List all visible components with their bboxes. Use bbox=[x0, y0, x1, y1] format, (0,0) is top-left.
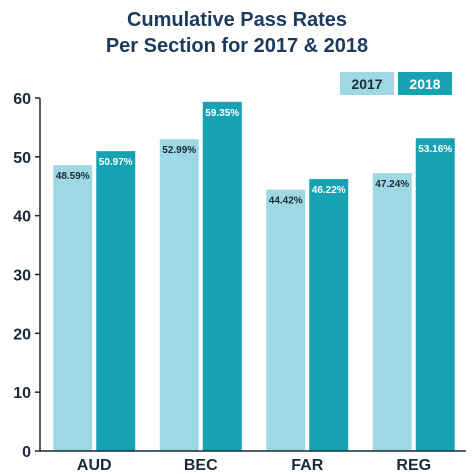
bar-reg-2017 bbox=[372, 173, 412, 451]
data-label-far-2018: 46.22% bbox=[312, 185, 346, 196]
data-label-bec-2017: 52.99% bbox=[162, 145, 196, 156]
data-label-aud-2018: 50.97% bbox=[99, 157, 133, 168]
bar-aud-2018 bbox=[96, 151, 136, 451]
y-tick-label: 30 bbox=[13, 268, 31, 285]
data-label-reg-2018: 53.16% bbox=[418, 144, 452, 155]
y-axis: 0 10 20 30 40 50 60 bbox=[13, 91, 41, 461]
x-tick-label-aud: AUD bbox=[77, 457, 112, 474]
bar-far-2018 bbox=[309, 179, 349, 451]
legend-swatch-2017 bbox=[340, 72, 394, 95]
legend-label-2017: 2017 bbox=[351, 76, 382, 92]
chart-title-line2: Per Section for 2017 & 2018 bbox=[106, 35, 368, 57]
data-label-aud-2017: 48.59% bbox=[56, 171, 90, 182]
x-axis: AUD BEC FAR REG bbox=[40, 450, 466, 474]
legend-label-2018: 2018 bbox=[409, 76, 440, 92]
data-label-bec-2018: 59.35% bbox=[205, 108, 239, 119]
x-tick-label-bec: BEC bbox=[184, 457, 218, 474]
y-tick-label: 20 bbox=[13, 326, 31, 343]
bar-bec-2018 bbox=[202, 101, 242, 452]
chart-title-line1: Cumulative Pass Rates bbox=[127, 9, 347, 31]
legend-swatch-2018 bbox=[398, 72, 452, 95]
legend: 2017 2018 bbox=[340, 72, 452, 95]
bar-aud-2017 bbox=[53, 165, 93, 451]
y-tick-label: 60 bbox=[13, 91, 31, 108]
y-tick-label: 40 bbox=[13, 209, 31, 226]
bar-bec-2017 bbox=[159, 139, 199, 451]
data-label-reg-2017: 47.24% bbox=[375, 179, 409, 190]
bar-reg-2018 bbox=[415, 138, 455, 451]
y-tick-label: 0 bbox=[22, 444, 31, 461]
x-tick-label-reg: REG bbox=[396, 457, 431, 474]
y-tick-label: 50 bbox=[13, 150, 31, 167]
bars: 48.59% 50.97% 52.99% 59.35% 44.42% 46.22% 47.2… bbox=[53, 101, 455, 452]
data-label-far-2017: 44.42% bbox=[269, 196, 303, 207]
bar-far-2017 bbox=[266, 189, 306, 451]
x-tick-label-far: FAR bbox=[291, 457, 323, 474]
y-tick-label: 10 bbox=[13, 385, 31, 402]
